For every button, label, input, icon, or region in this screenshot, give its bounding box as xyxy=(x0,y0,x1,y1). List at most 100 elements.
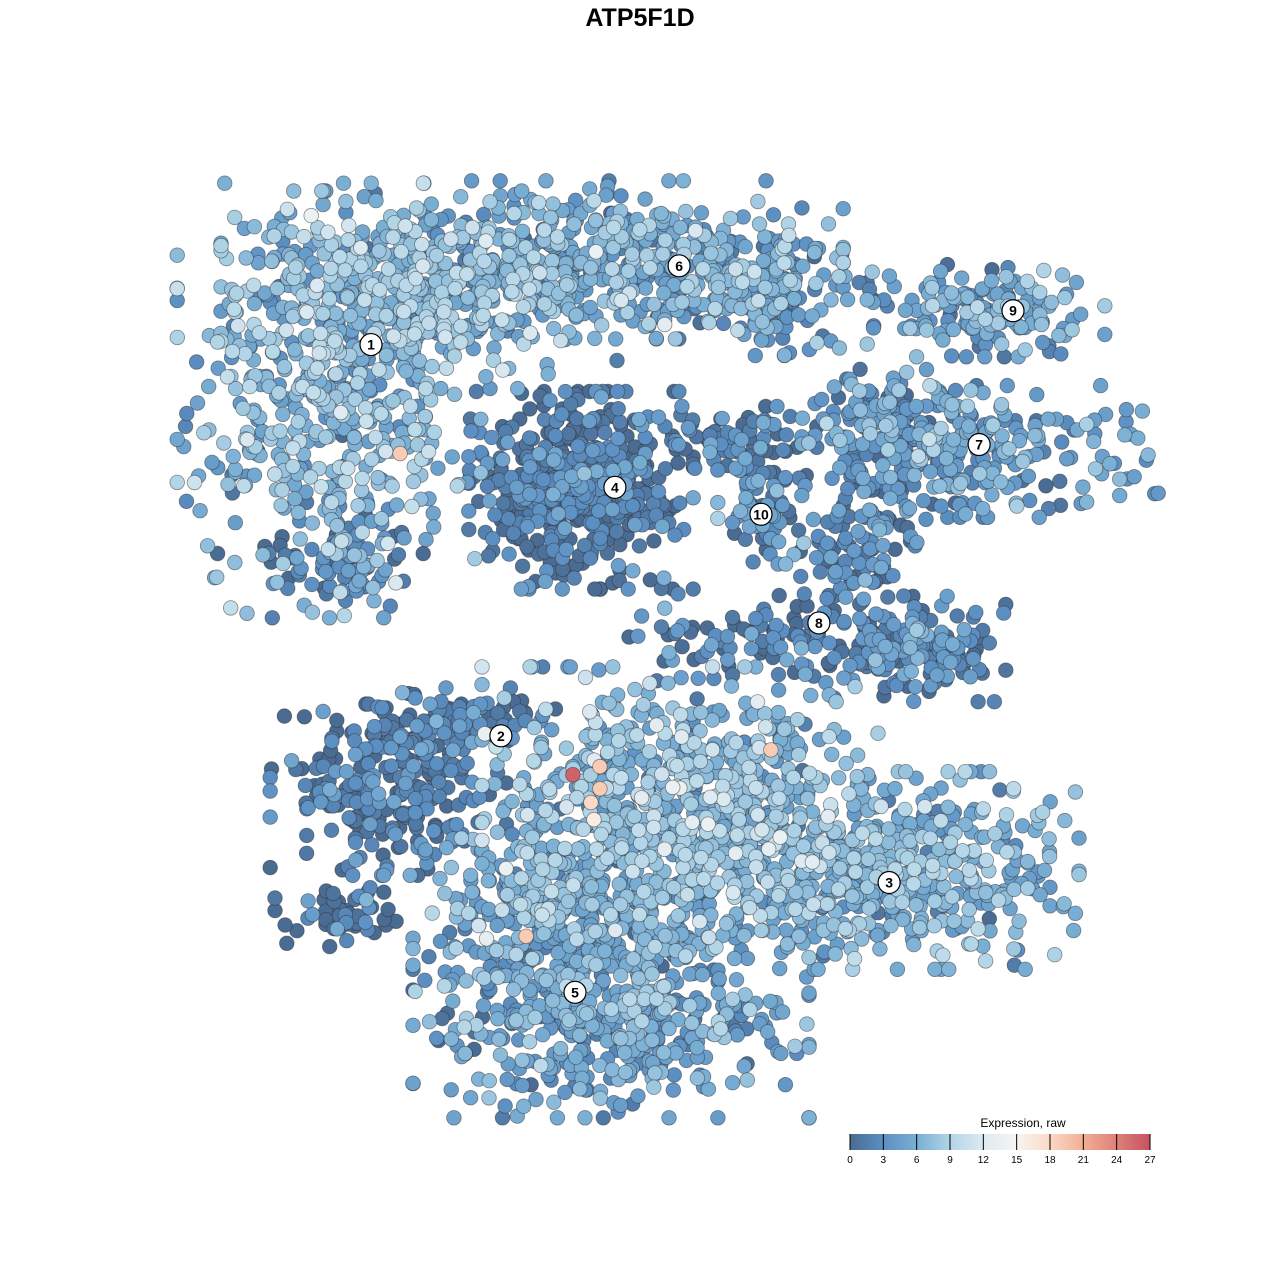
cell-point xyxy=(453,188,469,205)
cell-point xyxy=(819,535,836,551)
cell-point xyxy=(672,219,689,236)
cell-point xyxy=(363,175,379,191)
cell-point xyxy=(944,889,960,905)
cell-point xyxy=(835,241,851,258)
cell-point xyxy=(1071,866,1087,883)
cell-point xyxy=(1134,403,1151,419)
cell-point xyxy=(465,704,482,721)
cell-point xyxy=(808,550,825,566)
cell-point xyxy=(790,307,807,323)
cell-point xyxy=(1097,326,1113,343)
cell-point xyxy=(366,718,383,735)
cell-point xyxy=(665,879,682,896)
cell-point xyxy=(990,315,1006,331)
cell-point xyxy=(694,967,711,983)
cell-point xyxy=(832,860,848,876)
cell-point xyxy=(918,511,934,528)
cell-point xyxy=(613,967,629,984)
cell-point xyxy=(903,663,920,680)
cell-point xyxy=(179,405,195,422)
cell-point xyxy=(545,992,561,1009)
cell-point xyxy=(765,207,782,223)
cell-point xyxy=(315,306,331,322)
cell-point xyxy=(426,519,442,535)
cell-point xyxy=(609,524,625,540)
cell-point xyxy=(225,448,241,465)
cell-point xyxy=(612,414,628,430)
cell-point xyxy=(999,377,1016,394)
cell-point xyxy=(684,1015,700,1031)
cell-point xyxy=(371,786,387,802)
cell-point xyxy=(609,352,625,369)
cell-point xyxy=(947,382,964,399)
cell-point xyxy=(595,1110,612,1126)
cell-point xyxy=(287,342,303,358)
cell-point xyxy=(661,645,677,661)
cell-point xyxy=(304,604,321,620)
cell-point xyxy=(770,666,787,683)
cell-point xyxy=(906,467,923,483)
cell-point xyxy=(329,518,345,534)
cell-point xyxy=(828,694,844,710)
cell-point xyxy=(827,564,844,580)
cell-point xyxy=(1111,487,1128,504)
cell-point xyxy=(324,733,340,750)
cell-point xyxy=(722,210,739,227)
cell-point xyxy=(835,200,851,217)
points-layer xyxy=(169,173,1166,1126)
cell-point xyxy=(429,756,445,772)
cell-point xyxy=(188,354,205,370)
cell-point xyxy=(941,961,957,978)
cell-point xyxy=(669,623,686,639)
cell-point xyxy=(1071,830,1087,846)
cell-point xyxy=(394,685,411,701)
cell-point xyxy=(851,383,868,399)
cell-point xyxy=(1056,896,1072,912)
cell-point xyxy=(945,636,961,653)
cell-point xyxy=(655,1044,672,1061)
cell-point xyxy=(617,1044,633,1061)
cell-point xyxy=(939,588,955,605)
cell-point xyxy=(390,547,407,563)
cell-point xyxy=(867,652,884,668)
cell-point xyxy=(801,435,817,451)
cell-point xyxy=(610,401,626,417)
cell-point xyxy=(922,464,939,480)
cell-point xyxy=(402,867,418,884)
cell-point xyxy=(932,478,948,494)
cell-point xyxy=(801,985,817,1001)
cell-point xyxy=(432,933,449,950)
cell-point xyxy=(778,427,795,443)
cell-point xyxy=(467,551,483,567)
cell-point xyxy=(832,432,848,449)
cell-point xyxy=(366,593,382,609)
cell-point xyxy=(646,296,662,313)
cell-point xyxy=(492,173,508,189)
cell-point xyxy=(542,392,558,409)
cell-point xyxy=(680,419,697,436)
cell-point xyxy=(689,1070,706,1086)
cell-point xyxy=(216,435,232,451)
cell-point xyxy=(329,712,345,729)
cell-point xyxy=(246,295,263,312)
cell-point xyxy=(425,505,441,522)
cell-point xyxy=(178,493,195,510)
cell-point xyxy=(461,449,477,465)
cell-point xyxy=(832,460,848,476)
cell-point xyxy=(490,1011,506,1027)
cell-point xyxy=(1126,469,1142,485)
cell-point xyxy=(588,212,604,229)
cell-point xyxy=(710,1110,726,1126)
cell-point xyxy=(169,431,185,448)
cell-point xyxy=(1064,322,1080,338)
cell-point xyxy=(1034,334,1051,351)
cell-point xyxy=(791,746,807,763)
cell-point xyxy=(453,830,470,846)
cell-point xyxy=(855,470,871,487)
cell-point xyxy=(723,678,740,694)
cell-point xyxy=(932,263,949,280)
cell-point xyxy=(630,1088,646,1104)
cell-point xyxy=(428,713,445,729)
cell-point xyxy=(909,622,925,639)
cell-point xyxy=(633,608,650,624)
